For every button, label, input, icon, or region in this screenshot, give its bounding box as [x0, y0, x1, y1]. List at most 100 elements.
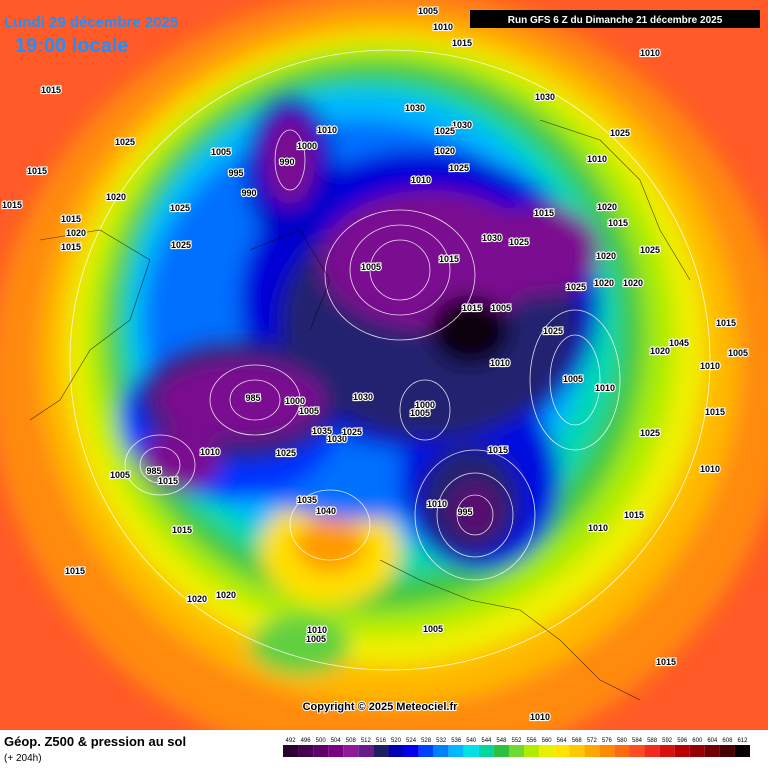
isobar-label: 1005 — [410, 408, 430, 418]
colorbar-swatch — [433, 745, 449, 757]
copyright: Copyright © 2025 Meteociel.fr — [303, 701, 459, 713]
colorbar-swatch — [539, 745, 555, 757]
isobar-label: 1025 — [543, 326, 563, 336]
isobar-label: 1015 — [452, 38, 472, 48]
isobar-label: 1025 — [640, 245, 660, 255]
colorbar-label: 584 — [632, 738, 643, 744]
isobar-label: 1010 — [200, 447, 220, 457]
colorbar-label: 520 — [391, 738, 402, 744]
colorbar-swatch — [298, 745, 314, 757]
colorbar-label: 516 — [376, 738, 387, 744]
colorbar-swatch — [388, 745, 404, 757]
colorbar-swatch — [328, 745, 344, 757]
isobar-label: 1010 — [411, 175, 431, 185]
isobar-label: 1025 — [610, 128, 630, 138]
isobar-label: 1010 — [595, 383, 615, 393]
isobar-label: 1025 — [115, 137, 135, 147]
isobar-label: 1000 — [297, 141, 317, 151]
colorbar-label: 524 — [406, 738, 417, 744]
colorbar-swatch — [403, 745, 419, 757]
colorbar-swatch — [478, 745, 494, 757]
isobar-label: 1015 — [462, 303, 482, 313]
colorbar-label: 548 — [496, 738, 507, 744]
isobar-label: 1015 — [608, 218, 628, 228]
isobar-label: 1015 — [656, 657, 676, 667]
isobar-label: 1010 — [317, 125, 337, 135]
isobars — [69, 49, 711, 671]
isobar-label: 995 — [457, 507, 472, 517]
isobar-label: 1030 — [482, 233, 502, 243]
isobar-label: 1020 — [594, 278, 614, 288]
isobar-label: 1010 — [700, 361, 720, 371]
colorbar-label: 504 — [331, 738, 342, 744]
colorbar-label: 592 — [662, 738, 673, 744]
colorbar-label: 604 — [707, 738, 718, 744]
valid-time: 19:00 locale — [15, 35, 128, 57]
isobar-label: 1030 — [353, 392, 373, 402]
colorbar-label: 552 — [511, 738, 522, 744]
colorbar-label: 564 — [557, 738, 568, 744]
isobar-label: 1010 — [433, 22, 453, 32]
isobar-label: 1035 — [297, 495, 317, 505]
isobar-label: 1015 — [158, 476, 178, 486]
colorbar-label: 600 — [692, 738, 703, 744]
colorbar-label: 536 — [451, 738, 462, 744]
colorbar-swatch — [629, 745, 645, 757]
isobar-label: 1025 — [566, 282, 586, 292]
isobar-label: 1010 — [640, 48, 660, 58]
colorbar-swatch — [704, 745, 720, 757]
isobar-label: 990 — [241, 188, 256, 198]
isobar-label: 1030 — [405, 103, 425, 113]
isobar-label: 1025 — [171, 240, 191, 250]
isobar-label: 1030 — [535, 92, 555, 102]
isobar-label: 1015 — [439, 254, 459, 264]
isobar-label: 1020 — [435, 146, 455, 156]
isobar-label: 1020 — [187, 594, 207, 604]
isobar-label: 1005 — [361, 262, 381, 272]
colorbar-swatch — [569, 745, 585, 757]
isobar-label: 1005 — [306, 634, 326, 644]
colorbar-swatch — [463, 745, 479, 757]
coastlines — [29, 119, 691, 701]
isobar-label: 1025 — [449, 163, 469, 173]
colorbar-swatch — [508, 745, 525, 757]
colorbar-label: 492 — [286, 738, 297, 744]
footer-title: Géop. Z500 & pression au sol — [4, 734, 186, 749]
isobar-label: 1025 — [435, 126, 455, 136]
colorbar-label: 540 — [466, 738, 477, 744]
isobar-label: 1025 — [170, 203, 190, 213]
isobar-label: 1010 — [490, 358, 510, 368]
colorbar-swatch — [418, 745, 434, 757]
colorbar-label: 608 — [722, 738, 733, 744]
isobar-label: 1015 — [488, 445, 508, 455]
colorbar-label: 496 — [301, 738, 312, 744]
isobar-label: 995 — [228, 168, 243, 178]
isobar-label: 1020 — [650, 346, 670, 356]
isobar-label: 1000 — [285, 396, 305, 406]
isobar-labels: 1005101010151010101510251005995990100010… — [1, 5, 749, 723]
isobar-label: 1005 — [211, 147, 231, 157]
colorbar-swatch — [554, 745, 570, 757]
isobar-label: 985 — [245, 393, 260, 403]
isobar-label: 1005 — [423, 624, 443, 634]
colorbar-label: 560 — [542, 738, 553, 744]
colorbar-swatch — [719, 745, 735, 757]
isobar-label: 1015 — [27, 166, 47, 176]
isobar-label: 1020 — [106, 192, 126, 202]
isobar-label: 1005 — [110, 470, 130, 480]
isobar-label: 1020 — [66, 228, 86, 238]
isobar-label: 1035 — [312, 426, 332, 436]
colorbar-swatch — [373, 745, 389, 757]
isobar-label: 1040 — [316, 506, 336, 516]
colorbar-label: 580 — [617, 738, 628, 744]
colorbar-label: 596 — [677, 738, 688, 744]
isobar-label: 1010 — [588, 523, 608, 533]
isobar-label: 1020 — [596, 251, 616, 261]
isobar-label: 1020 — [216, 590, 236, 600]
isobar-label: 1045 — [669, 338, 689, 348]
colorbar-label: 500 — [316, 738, 327, 744]
run-box — [470, 10, 760, 28]
isobar-label: 1025 — [342, 427, 362, 437]
